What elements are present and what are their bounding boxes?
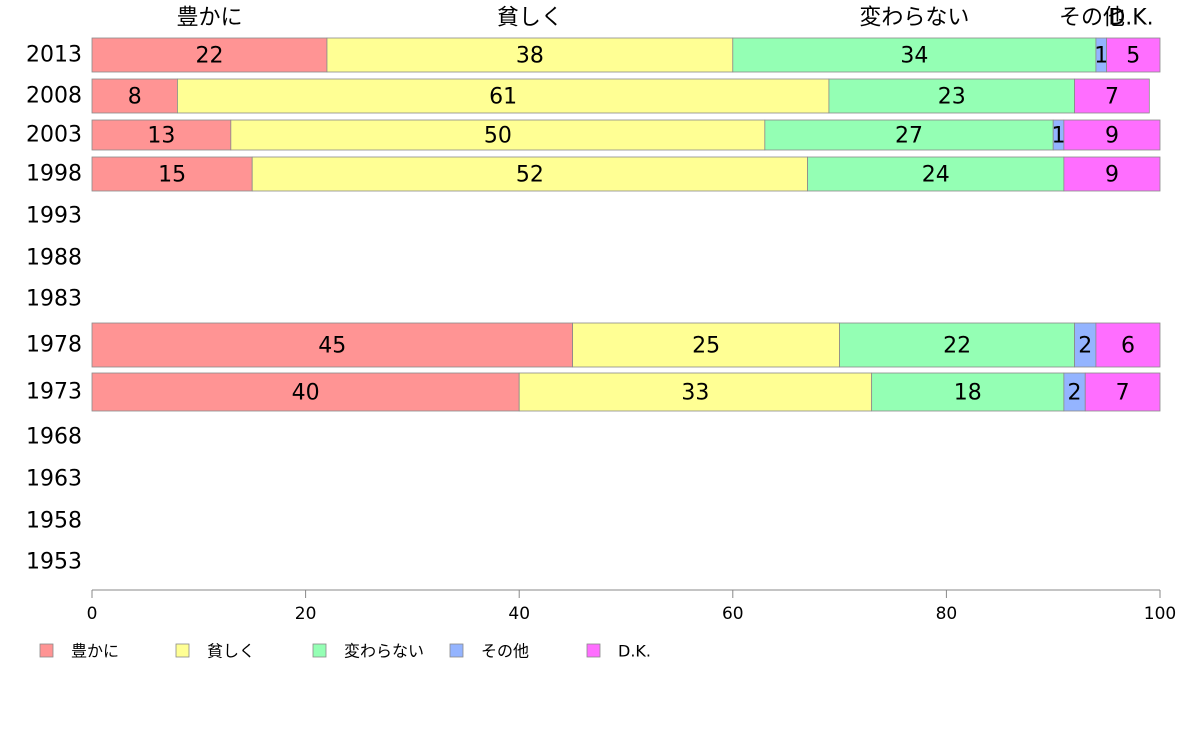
bar-label-2013-s0: 22 <box>195 44 223 69</box>
category-label-1958: 1958 <box>26 509 82 534</box>
legend-label-s1: 貧しく <box>207 642 255 661</box>
bar-label-2003-s3: 1 <box>1052 124 1066 149</box>
bar-1978-s4 <box>1095 322 1161 368</box>
legend-swatch-s3 <box>449 643 464 658</box>
legend-label-s0: 豊かに <box>71 642 119 661</box>
legend: 豊かに 貧しく 変わらない その他 D.K. <box>39 642 651 661</box>
top-label-s1: 貧しく <box>497 6 563 31</box>
legend-label-s4: D.K. <box>618 642 651 661</box>
bar-label-2003-s4: 9 <box>1105 124 1119 149</box>
category-label-2003: 2003 <box>26 123 82 148</box>
legend-label-s3: その他 <box>481 642 529 661</box>
category-label-1988: 1988 <box>26 246 82 271</box>
bar-label-2003-s2: 27 <box>895 124 923 149</box>
bar-2013-s2 <box>732 37 1097 73</box>
bar-1998-s4 <box>1063 156 1161 192</box>
bar-1998-s0 <box>91 156 253 192</box>
category-label-1953: 1953 <box>26 550 82 575</box>
bar-label-1998-s4: 9 <box>1105 163 1119 188</box>
bar-label-1978-s0: 45 <box>318 334 346 359</box>
top-label-s0: 豊かに <box>176 6 242 31</box>
bar-label-1973-s0: 40 <box>292 381 320 406</box>
category-label-1978: 1978 <box>26 333 82 358</box>
category-label-1983: 1983 <box>26 287 82 312</box>
bar-2003-s0 <box>91 119 232 151</box>
category-label-1998: 1998 <box>26 162 82 187</box>
bar-1978-s0 <box>91 322 574 368</box>
x-tick-label-60: 60 <box>722 604 744 624</box>
category-label-1993: 1993 <box>26 204 82 229</box>
bar-label-1998-s0: 15 <box>158 163 186 188</box>
x-tick-label-100: 100 <box>1144 604 1176 624</box>
bar-label-1998-s1: 52 <box>516 163 544 188</box>
bar-1973-s1 <box>518 372 873 412</box>
x-tick-label-20: 20 <box>295 604 317 624</box>
category-labels: 2013 2008 2003 1998 1993 1988 1983 1978 1973 1968… <box>26 43 82 575</box>
bar-2003-s4 <box>1063 119 1161 151</box>
bar-2013-s4 <box>1106 37 1161 73</box>
legend-swatch-s4 <box>586 643 601 658</box>
bar-2008-s1 <box>177 78 830 114</box>
x-tick-label-0: 0 <box>87 604 98 624</box>
top-label-s3: その他 <box>1059 6 1125 31</box>
top-label-s4: D.K. <box>1108 6 1153 31</box>
category-label-2013: 2013 <box>26 43 82 68</box>
bar-2008-s2 <box>828 78 1075 114</box>
bar-label-1998-s2: 24 <box>922 163 950 188</box>
bar-label-1973-s3: 2 <box>1068 381 1082 406</box>
x-tick-label-80: 80 <box>936 604 958 624</box>
category-label-1963: 1963 <box>26 467 82 492</box>
legend-swatch-s0 <box>39 643 54 658</box>
bar-1973-s4 <box>1084 372 1161 412</box>
bar-label-2013-s1: 38 <box>516 44 544 69</box>
bar-label-2013-s3: 1 <box>1094 44 1108 69</box>
bar-label-1973-s2: 18 <box>954 381 982 406</box>
bar-label-1973-s1: 33 <box>681 381 709 406</box>
bar-1998-s1 <box>251 156 808 192</box>
bar-label-1978-s3: 2 <box>1078 334 1092 359</box>
bar-label-2003-s0: 13 <box>147 124 175 149</box>
bar-label-2008-s2: 23 <box>938 85 966 110</box>
bar-2013-s0 <box>91 37 328 73</box>
category-label-1968: 1968 <box>26 425 82 450</box>
top-label-s2: 変わらない <box>859 6 969 31</box>
x-tick-label-40: 40 <box>508 604 530 624</box>
bar-1973-s0 <box>91 372 520 412</box>
bar-1998-s2 <box>807 156 1065 192</box>
legend-swatch-s2 <box>312 643 327 658</box>
category-label-2008: 2008 <box>26 84 82 109</box>
bar-2003-s2 <box>764 119 1054 151</box>
bar-label-1978-s2: 22 <box>943 334 971 359</box>
bar-2003-s1 <box>230 119 766 151</box>
bar-label-1978-s4: 6 <box>1121 334 1135 359</box>
bar-2013-s1 <box>326 37 734 73</box>
bar-label-2008-s4: 7 <box>1105 85 1119 110</box>
bar-label-1973-s4: 7 <box>1116 381 1130 406</box>
category-label-1973: 1973 <box>26 380 82 405</box>
bar-1978-s2 <box>839 322 1075 368</box>
bar-label-2008-s0: 8 <box>128 85 142 110</box>
bar-2008-s0 <box>91 78 178 114</box>
bars-area: 22 38 34 1 58 61 23 713 50 27 1 915 52 24 945 25 22 2 640 3… <box>91 37 1161 412</box>
bar-label-2008-s1: 61 <box>489 85 517 110</box>
bar-2008-s4 <box>1074 78 1150 114</box>
bar-label-1978-s1: 25 <box>692 334 720 359</box>
bar-1973-s2 <box>871 372 1065 412</box>
bar-label-2013-s2: 34 <box>900 44 928 69</box>
legend-label-s2: 変わらない <box>344 642 424 661</box>
legend-swatch-s1 <box>175 643 190 658</box>
x-axis: 0 20 40 60 80 100 <box>87 589 1176 624</box>
bar-label-2003-s1: 50 <box>484 124 512 149</box>
bar-label-2013-s4: 5 <box>1126 44 1140 69</box>
